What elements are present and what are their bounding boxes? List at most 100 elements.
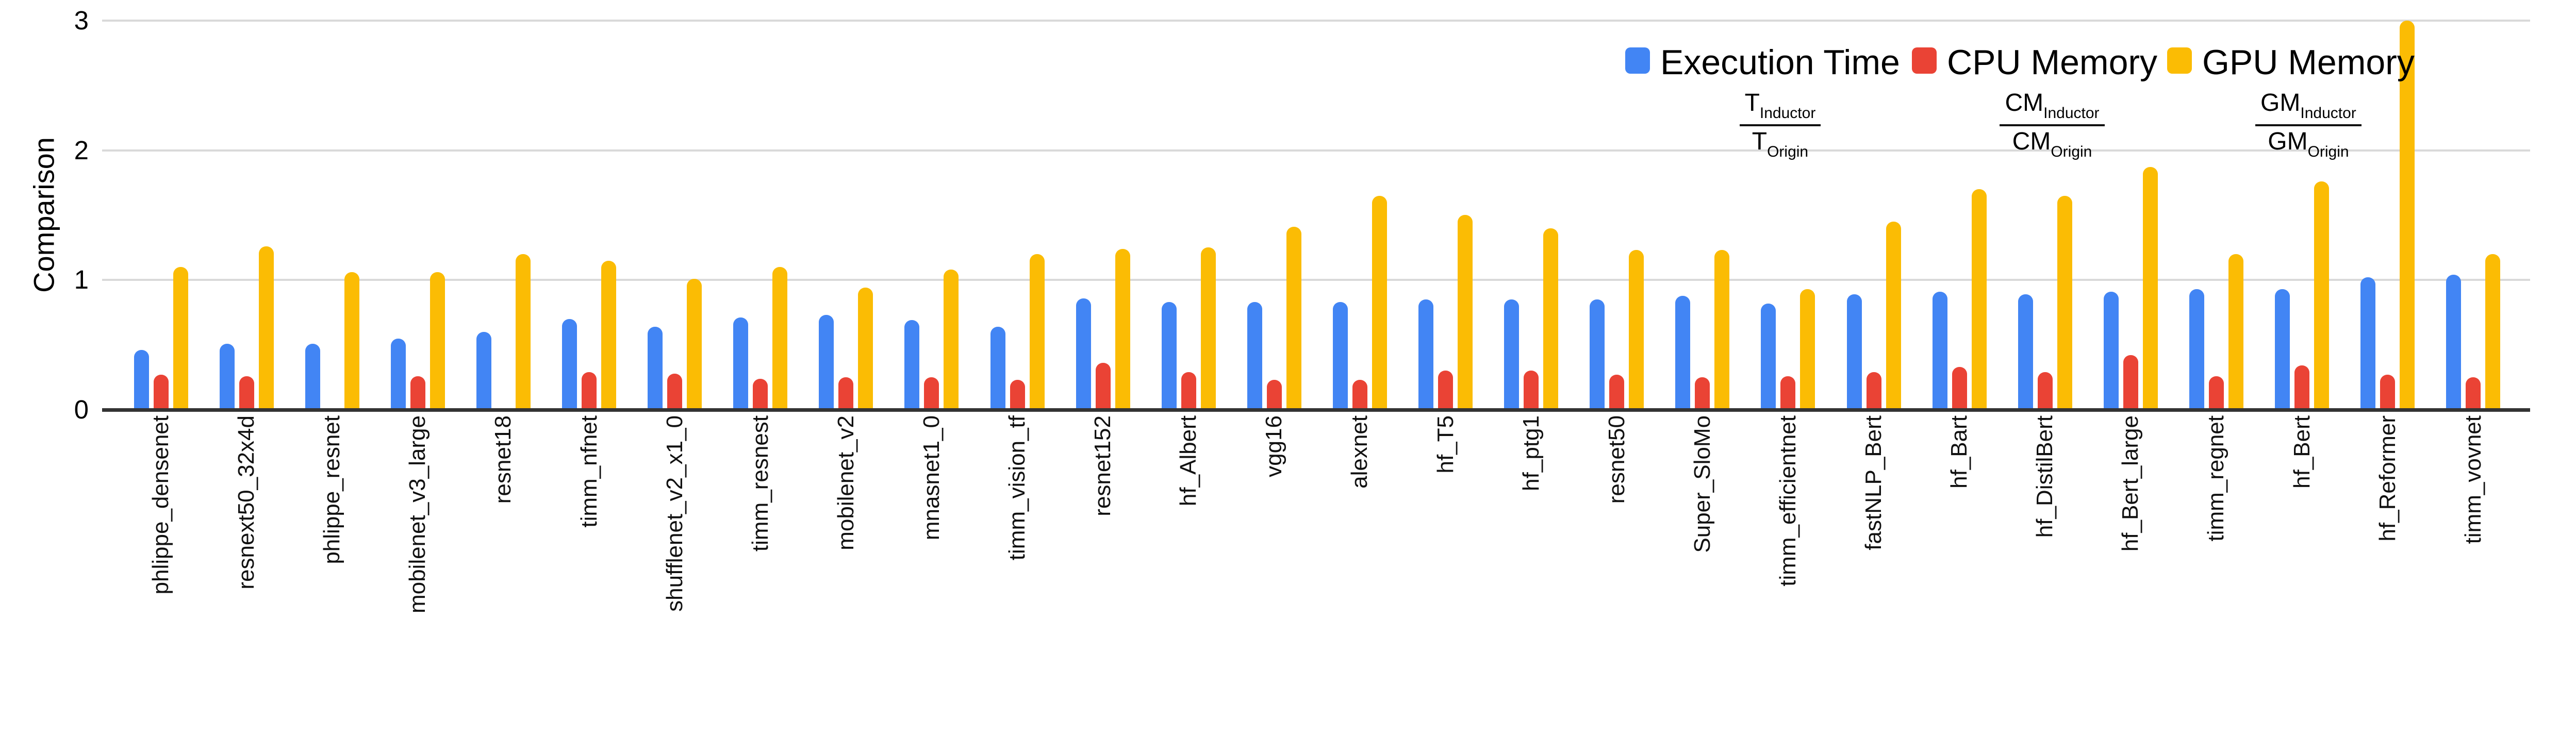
formula-base: T bbox=[1744, 89, 1760, 116]
bar-gpu-memory-hf-bert-large[interactable] bbox=[2142, 167, 2158, 411]
bar-execution-time-fastnlp-bert[interactable] bbox=[1846, 294, 1862, 411]
ratio-formula-execution-time: TInductor TOrigin bbox=[1739, 89, 1821, 160]
bar-execution-time-hf-bart[interactable] bbox=[1932, 291, 1947, 411]
formula-base: GM bbox=[2260, 89, 2301, 116]
bar-gpu-memory-hf-distilbert[interactable] bbox=[2057, 195, 2072, 411]
bar-execution-time-timm-nfnet[interactable] bbox=[562, 319, 577, 411]
bar-execution-time-hf-reformer[interactable] bbox=[2360, 277, 2376, 411]
bar-gpu-memory-hf-t5[interactable] bbox=[1458, 215, 1473, 411]
bar-cpu-memory-hf-bart[interactable] bbox=[1952, 366, 1967, 411]
bar-cpu-memory-mnasnet1-0[interactable] bbox=[924, 377, 939, 411]
bar-gpu-memory-resnet152[interactable] bbox=[1115, 248, 1130, 411]
bar-execution-time-hf-bert-large[interactable] bbox=[2103, 291, 2119, 411]
bar-cpu-memory-resnext50-32x4d[interactable] bbox=[239, 376, 254, 411]
bar-cpu-memory-timm-vision-tf[interactable] bbox=[1010, 380, 1025, 411]
bar-gpu-memory-hf-reformer[interactable] bbox=[2400, 20, 2415, 411]
bar-execution-time-super-slomo[interactable] bbox=[1675, 295, 1691, 411]
x-category-label: hf_Bert_large bbox=[2118, 415, 2143, 552]
bar-gpu-memory-vgg16[interactable] bbox=[1286, 227, 1301, 411]
bar-cpu-memory-resnet152[interactable] bbox=[1095, 363, 1111, 411]
bar-cpu-memory-mobilenet-v2[interactable] bbox=[838, 377, 854, 411]
bar-execution-time-resnet152[interactable] bbox=[1076, 298, 1091, 411]
bar-gpu-memory-mobilenet-v2[interactable] bbox=[858, 288, 873, 411]
bar-execution-time-alexnet[interactable] bbox=[1332, 302, 1348, 411]
bar-cpu-memory-mobilenet-v3-large[interactable] bbox=[410, 376, 425, 411]
bar-gpu-memory-timm-nfnet[interactable] bbox=[601, 260, 617, 411]
bar-execution-time-resnext50-32x4d[interactable] bbox=[219, 343, 235, 411]
bar-gpu-memory-mnasnet1-0[interactable] bbox=[944, 270, 959, 411]
bar-gpu-memory-timm-efficientnet[interactable] bbox=[1800, 289, 1815, 411]
bar-execution-time-hf-bert[interactable] bbox=[2275, 289, 2290, 411]
bar-cpu-memory-phlippe-densenet[interactable] bbox=[153, 375, 169, 411]
x-category-label: hf_Albert bbox=[1176, 415, 1201, 507]
bar-execution-time-hf-ptg1[interactable] bbox=[1504, 299, 1520, 411]
bar-gpu-memory-timm-regnet[interactable] bbox=[2228, 254, 2243, 411]
bar-gpu-memory-shufflenet-v2-x1-0[interactable] bbox=[687, 278, 702, 411]
y-tick-label: 1 bbox=[74, 265, 89, 295]
bar-cpu-memory-hf-reformer[interactable] bbox=[2380, 375, 2396, 411]
bar-execution-time-mobilenet-v2[interactable] bbox=[819, 315, 834, 411]
bar-gpu-memory-resnext50-32x4d[interactable] bbox=[258, 246, 274, 411]
bar-cpu-memory-resnet50[interactable] bbox=[1609, 375, 1625, 411]
bar-execution-time-timm-vision-tf[interactable] bbox=[990, 326, 1005, 411]
bar-gpu-memory-phlippe-resnet[interactable] bbox=[344, 272, 359, 411]
bar-execution-time-resnet18[interactable] bbox=[476, 331, 491, 411]
bar-cpu-memory-timm-efficientnet[interactable] bbox=[1780, 376, 1796, 411]
bar-gpu-memory-resnet50[interactable] bbox=[1629, 250, 1644, 411]
bar-execution-time-timm-resnest[interactable] bbox=[733, 317, 749, 411]
bar-gpu-memory-hf-albert[interactable] bbox=[1200, 247, 1216, 411]
x-category-label: phlippe_resnet bbox=[319, 415, 345, 564]
bar-gpu-memory-hf-bert[interactable] bbox=[2314, 181, 2330, 411]
bar-gpu-memory-timm-vision-tf[interactable] bbox=[1029, 254, 1045, 411]
bar-cpu-memory-alexnet[interactable] bbox=[1352, 380, 1367, 411]
bar-gpu-memory-fastnlp-bert[interactable] bbox=[1886, 222, 1901, 411]
bar-execution-time-timm-regnet[interactable] bbox=[2189, 289, 2204, 411]
bar-cpu-memory-vgg16[interactable] bbox=[1266, 380, 1282, 411]
bar-execution-time-vgg16[interactable] bbox=[1247, 302, 1262, 411]
formula-subscript: Inductor bbox=[2043, 105, 2100, 122]
bar-execution-time-phlippe-resnet[interactable] bbox=[305, 343, 320, 411]
bar-cpu-memory-timm-regnet[interactable] bbox=[2208, 376, 2224, 411]
bar-gpu-memory-hf-bart[interactable] bbox=[1971, 189, 1987, 411]
bar-execution-time-resnet50[interactable] bbox=[1590, 299, 1605, 411]
bar-cpu-memory-hf-distilbert[interactable] bbox=[2037, 372, 2053, 411]
bar-execution-time-mobilenet-v3-large[interactable] bbox=[390, 338, 406, 411]
bar-cpu-memory-hf-bert[interactable] bbox=[2294, 365, 2310, 411]
bar-gpu-memory-resnet18[interactable] bbox=[515, 254, 531, 411]
x-category-label: timm_efficientnet bbox=[1775, 415, 1801, 587]
x-category-label: timm_nfnet bbox=[576, 415, 602, 528]
bar-cpu-memory-timm-nfnet[interactable] bbox=[582, 372, 597, 411]
x-category-label: timm_vision_tf bbox=[1004, 415, 1030, 561]
formula-subscript: Origin bbox=[2051, 143, 2092, 160]
bar-gpu-memory-hf-ptg1[interactable] bbox=[1543, 228, 1559, 411]
bar-execution-time-timm-efficientnet[interactable] bbox=[1761, 303, 1776, 411]
bar-cpu-memory-fastnlp-bert[interactable] bbox=[1866, 372, 1881, 411]
bar-cpu-memory-hf-t5[interactable] bbox=[1438, 371, 1454, 411]
bar-gpu-memory-mobilenet-v3-large[interactable] bbox=[430, 272, 445, 411]
bar-execution-time-mnasnet1-0[interactable] bbox=[904, 320, 920, 411]
x-category-label: resnext50_32x4d bbox=[234, 415, 259, 590]
bar-cpu-memory-shufflenet-v2-x1-0[interactable] bbox=[667, 373, 683, 411]
legend-swatch-gpu-memory bbox=[2167, 47, 2192, 74]
bar-cpu-memory-hf-ptg1[interactable] bbox=[1524, 371, 1539, 411]
bar-execution-time-shufflenet-v2-x1-0[interactable] bbox=[648, 326, 663, 411]
x-category-label: hf_Reformer bbox=[2374, 415, 2400, 542]
bar-cpu-memory-hf-albert[interactable] bbox=[1181, 372, 1196, 411]
bar-gpu-memory-phlippe-densenet[interactable] bbox=[173, 267, 188, 411]
bar-gpu-memory-timm-vovnet[interactable] bbox=[2485, 254, 2501, 411]
bar-cpu-memory-super-slomo[interactable] bbox=[1695, 377, 1710, 411]
bar-cpu-memory-timm-resnest[interactable] bbox=[753, 378, 768, 411]
bar-gpu-memory-super-slomo[interactable] bbox=[1714, 250, 1730, 411]
bar-execution-time-hf-albert[interactable] bbox=[1161, 302, 1177, 411]
bar-execution-time-phlippe-densenet[interactable] bbox=[134, 350, 149, 411]
legend-item-cpu-memory: CPU Memory CMInductor CMOrigin bbox=[1912, 45, 2157, 160]
bar-execution-time-hf-t5[interactable] bbox=[1418, 299, 1434, 411]
bar-cpu-memory-timm-vovnet[interactable] bbox=[2466, 377, 2481, 411]
bar-execution-time-timm-vovnet[interactable] bbox=[2446, 275, 2462, 411]
bar-execution-time-hf-distilbert[interactable] bbox=[2018, 294, 2033, 411]
bar-gpu-memory-timm-resnest[interactable] bbox=[772, 267, 788, 411]
x-axis-line bbox=[102, 408, 2530, 412]
y-tick-label: 0 bbox=[74, 395, 89, 424]
bar-gpu-memory-alexnet[interactable] bbox=[1372, 195, 1387, 411]
bar-cpu-memory-hf-bert-large[interactable] bbox=[2123, 355, 2138, 411]
